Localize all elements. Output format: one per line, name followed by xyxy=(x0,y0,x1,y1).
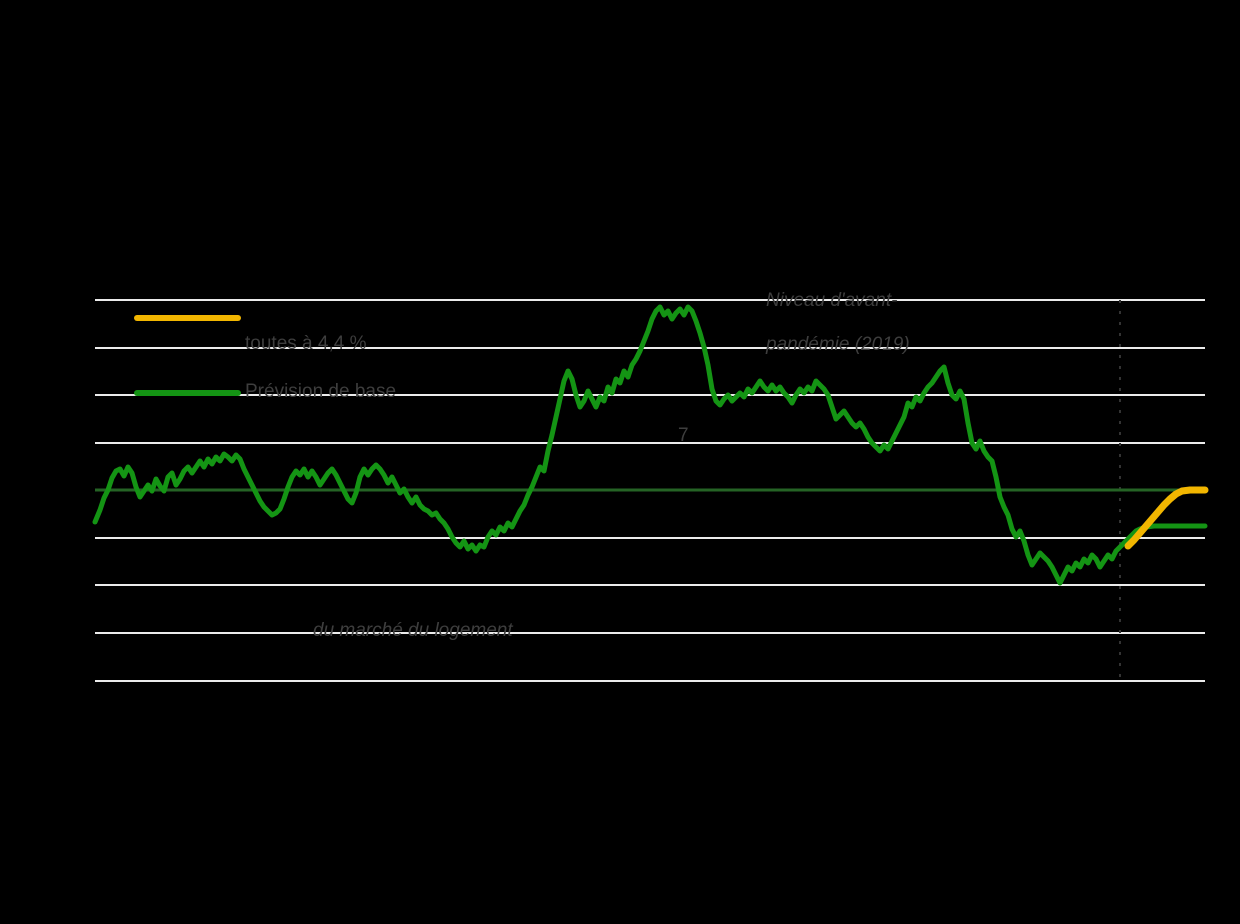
annotation-prepandemic-line1: Niveau d'avant- xyxy=(766,290,898,311)
legend-label-green-series: Prévision de base xyxy=(245,381,397,402)
series-prévision-de-base xyxy=(92,304,1208,586)
annotation-text-fragment: 7 xyxy=(678,425,689,446)
series-toutes-à-4,4-% xyxy=(1124,486,1209,550)
annotation-housing-market: du marché du logement xyxy=(313,620,513,641)
legend-label-yellow-series: toutes à 4,4 % xyxy=(245,333,367,354)
annotation-prepandemic-line2: pandémie (2019) xyxy=(766,334,910,355)
